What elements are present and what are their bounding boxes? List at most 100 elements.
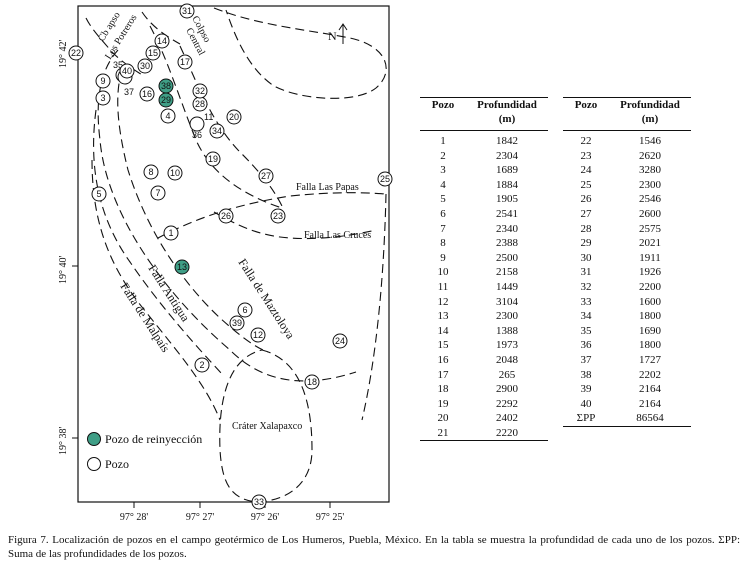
table-row: 23 2620 xyxy=(563,149,691,164)
inner-fault-west-line xyxy=(117,69,269,353)
well-number: 8 xyxy=(148,167,153,177)
depth-cell: 1973 xyxy=(496,339,518,352)
well-number: 17 xyxy=(180,57,190,67)
depth-cell: 1546 xyxy=(639,135,661,147)
table-row: 10 2158 xyxy=(420,265,548,280)
well-id-cell: 1 xyxy=(440,135,446,147)
well-marker: 33 xyxy=(251,494,267,510)
well-circle xyxy=(192,83,208,99)
depth-cell: 1905 xyxy=(496,193,518,206)
depth-cell: 2158 xyxy=(496,266,518,279)
well-marker: 23 xyxy=(270,208,286,224)
reinjection-well-circle xyxy=(158,78,174,94)
table-row: 1 1842 xyxy=(420,131,548,149)
well-id-cell: 27 xyxy=(580,207,592,220)
sum-label: ΣPP xyxy=(576,412,596,425)
well-id-cell: 20 xyxy=(437,412,449,425)
well-circle xyxy=(258,168,274,184)
well-id-cell: 3 xyxy=(440,164,446,177)
well-id-cell: 25 xyxy=(580,178,592,191)
well-id-cell: 39 xyxy=(580,383,592,396)
well-id-cell: 19 xyxy=(437,397,449,410)
depth-cell: 2340 xyxy=(496,222,518,235)
depth-cell: 1727 xyxy=(639,353,661,366)
well-marker: 14 xyxy=(154,33,170,49)
table-row: 22 1546 xyxy=(563,131,691,149)
longitude-label-1: 97° 28' xyxy=(120,512,148,523)
well-number: 9 xyxy=(100,76,105,86)
well-number: 25 xyxy=(380,174,390,184)
falla-antigua-line xyxy=(93,109,223,375)
table-row: 7 2340 xyxy=(420,222,548,237)
latitude-label-1: 19° 42' xyxy=(58,40,69,68)
longitude-ticks xyxy=(133,502,331,508)
table-row: 29 2021 xyxy=(563,236,691,251)
well-number: 33 xyxy=(254,497,264,507)
well-circle xyxy=(95,73,111,89)
table-row: 35 1690 xyxy=(563,324,691,339)
well-number: 32 xyxy=(195,86,205,96)
table-row: 12 3104 xyxy=(420,295,548,310)
well-number: 7 xyxy=(155,188,160,198)
reinjection-well-circle xyxy=(174,259,190,275)
well-id-cell: 13 xyxy=(437,310,449,323)
well-marker: 39 xyxy=(229,315,245,331)
table-row: 11 1449 xyxy=(420,280,548,295)
well-circle xyxy=(229,315,245,331)
well-number: 10 xyxy=(170,168,180,178)
table-row: 39 2164 xyxy=(563,382,691,397)
well-number: 26 xyxy=(221,211,231,221)
table-row: 31 1926 xyxy=(563,265,691,280)
well-circle xyxy=(179,3,195,19)
longitude-label-4: 97° 25' xyxy=(316,512,344,523)
table-row: 33 1600 xyxy=(563,295,691,310)
depth-cell: 2546 xyxy=(639,193,661,206)
well-id-cell: 29 xyxy=(580,237,592,250)
well-number: 4 xyxy=(165,111,170,121)
well-number: 16 xyxy=(142,89,152,99)
table-row: 9 2500 xyxy=(420,251,548,266)
well-id-cell: 5 xyxy=(440,193,446,206)
table-row: 37 1727 xyxy=(563,353,691,368)
well-circle xyxy=(119,63,135,79)
well-circle xyxy=(95,90,111,106)
depth-cell: 1600 xyxy=(639,295,661,308)
col-unit-header: (m) xyxy=(641,113,659,125)
depth-cell: 2600 xyxy=(639,207,661,220)
well-id-cell: 10 xyxy=(437,266,449,279)
depth-cell: 2300 xyxy=(496,310,518,323)
table-row: 2 2304 xyxy=(420,149,548,164)
col-pozo-header: Pozo xyxy=(431,99,455,111)
well-id-cell: 14 xyxy=(437,324,449,337)
well-circle xyxy=(160,108,176,124)
table-row: 32 2200 xyxy=(563,280,691,295)
well-circle xyxy=(177,54,193,70)
well-number: 36 xyxy=(192,130,202,140)
well-id-cell: 16 xyxy=(437,353,449,366)
table-row: 19 2292 xyxy=(420,397,548,412)
well-id-cell: 7 xyxy=(440,222,446,235)
sum-value: 86564 xyxy=(636,412,664,425)
well-marker: 20 xyxy=(226,109,242,125)
well-number: 29 xyxy=(161,95,171,105)
depth-cell: 2021 xyxy=(639,237,661,250)
colpso-central-line xyxy=(141,11,181,45)
well-circle xyxy=(377,171,393,187)
depth-cell: 1884 xyxy=(496,178,518,191)
inner-fault-east-line xyxy=(179,45,283,207)
well-id-cell: 21 xyxy=(437,426,449,439)
well-marker: 11 xyxy=(204,112,213,122)
depth-cell: 3104 xyxy=(496,295,518,308)
well-marker: 32 xyxy=(192,83,208,99)
depth-cell: 2164 xyxy=(639,383,661,396)
well-id-cell: 32 xyxy=(580,280,592,293)
latitude-ticks xyxy=(72,48,78,439)
well-id-cell: 23 xyxy=(580,149,592,162)
col-pozo-header: Pozo xyxy=(574,99,598,111)
well-number: 5 xyxy=(96,189,101,199)
wells-layer: 1234567891011121314151617181920212223242… xyxy=(68,3,393,510)
well-marker: 12 xyxy=(250,327,266,343)
well-id-cell: 2 xyxy=(440,149,446,162)
depth-cell: 2541 xyxy=(496,207,518,220)
map-frame xyxy=(77,5,390,503)
